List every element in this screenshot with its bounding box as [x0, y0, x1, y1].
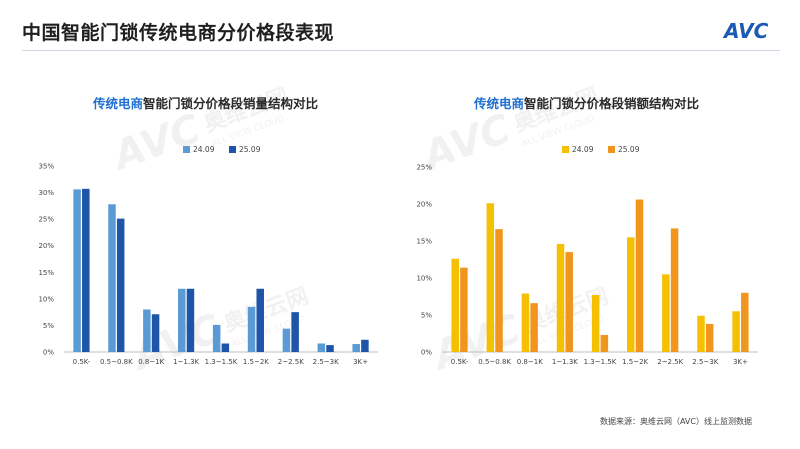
left-ytick-label: 30% [38, 189, 54, 197]
right-ytick-label: 20% [416, 201, 432, 209]
right-xtick-label: 3K+ [733, 358, 748, 366]
right-bar [565, 252, 573, 352]
right-legend-swatch [562, 146, 569, 153]
right-bar [486, 203, 495, 352]
left-ytick-label: 0% [43, 349, 54, 357]
right-chart-title-highlight: 传统电商 [474, 96, 525, 111]
left-xtick-label: 0.8~1K [138, 358, 164, 366]
avc-logo: AVC [722, 19, 769, 43]
right-xtick-label: 2.5~3K [692, 358, 718, 366]
left-bar [212, 324, 221, 352]
left-bar [247, 306, 256, 352]
left-bar [178, 288, 186, 352]
left-chart-title-rest: 智能门锁分价格段销量结构对比 [143, 96, 319, 111]
left-chart-title-highlight: 传统电商 [93, 96, 144, 111]
right-bar [697, 315, 705, 352]
right-ytick-label: 5% [421, 312, 432, 320]
left-bar [143, 309, 151, 352]
left-ytick-label: 25% [38, 216, 54, 224]
right-xtick-label: 1~1.3K [552, 358, 578, 366]
left-ytick-label: 15% [38, 269, 54, 277]
right-bar [600, 334, 609, 352]
right-bar [741, 292, 749, 352]
right-xtick-label: 0.5K- [451, 358, 469, 366]
right-xtick-label: 2~2.5K [657, 358, 683, 366]
right-chart-title: 传统电商智能门锁分价格段销额结构对比 [474, 93, 699, 112]
page-title: 中国智能门锁传统电商分价格段表现 [22, 22, 335, 44]
right-bar [460, 267, 468, 352]
left-xtick-label: 0.5K- [73, 358, 91, 366]
right-ytick-label: 0% [421, 349, 432, 357]
left-ytick-label: 5% [43, 322, 54, 330]
left-bar [352, 344, 360, 352]
left-bar [73, 189, 81, 352]
right-bar [732, 311, 740, 352]
right-bar [635, 199, 644, 352]
left-legend-swatch [229, 146, 236, 153]
left-legend-label: 24.09 [193, 145, 215, 154]
left-bar [282, 328, 291, 352]
right-bar [662, 274, 670, 352]
left-ytick-label: 35% [38, 163, 54, 171]
left-legend-label: 25.09 [239, 145, 261, 154]
left-bar [116, 218, 125, 352]
left-ytick-label: 20% [38, 242, 54, 250]
left-xtick-label: 1~1.3K [173, 358, 199, 366]
left-ytick-label: 10% [38, 295, 54, 303]
left-bar [361, 339, 369, 352]
right-legend-swatch [608, 146, 615, 153]
left-xtick-label: 1.3~1.5K [205, 358, 238, 366]
title-divider [22, 50, 780, 51]
right-bar [627, 237, 635, 352]
right-bar [521, 293, 530, 352]
left-xtick-label: 0.5~0.8K [100, 358, 133, 366]
right-xtick-label: 1.3~1.5K [584, 358, 617, 366]
left-bar [291, 312, 299, 352]
right-chart-title-rest: 智能门锁分价格段销额结构对比 [524, 96, 700, 111]
right-xtick-label: 0.5~0.8K [478, 358, 511, 366]
right-bar [451, 258, 459, 352]
left-bar [256, 288, 264, 352]
left-bar [151, 314, 160, 352]
left-bar [108, 204, 116, 352]
left-bar [317, 343, 326, 352]
right-legend-label: 25.09 [618, 145, 640, 154]
right-bar [705, 323, 714, 352]
left-bar [221, 343, 230, 352]
left-bar [326, 345, 334, 352]
right-bar [670, 228, 679, 352]
data-source-note: 数据来源：奥维云网（AVC）线上监测数据 [599, 417, 752, 426]
left-bar [82, 188, 90, 352]
left-xtick-label: 2.5~3K [313, 358, 339, 366]
right-legend-label: 24.09 [572, 145, 594, 154]
right-bar [591, 295, 600, 352]
right-xtick-label: 1.5~2K [622, 358, 648, 366]
right-bar [495, 229, 503, 352]
right-ytick-label: 25% [416, 164, 432, 172]
left-legend-swatch [183, 146, 190, 153]
right-bar [556, 243, 565, 352]
left-xtick-label: 2~2.5K [278, 358, 304, 366]
left-xtick-label: 1.5~2K [243, 358, 269, 366]
right-ytick-label: 10% [416, 275, 432, 283]
left-bar [186, 288, 195, 352]
right-xtick-label: 0.8~1K [517, 358, 543, 366]
left-chart-title: 传统电商智能门锁分价格段销量结构对比 [93, 93, 318, 112]
svg-text:AVC: AVC [722, 19, 769, 43]
right-ytick-label: 15% [416, 238, 432, 246]
left-xtick-label: 3K+ [353, 358, 368, 366]
right-bar [530, 303, 538, 352]
